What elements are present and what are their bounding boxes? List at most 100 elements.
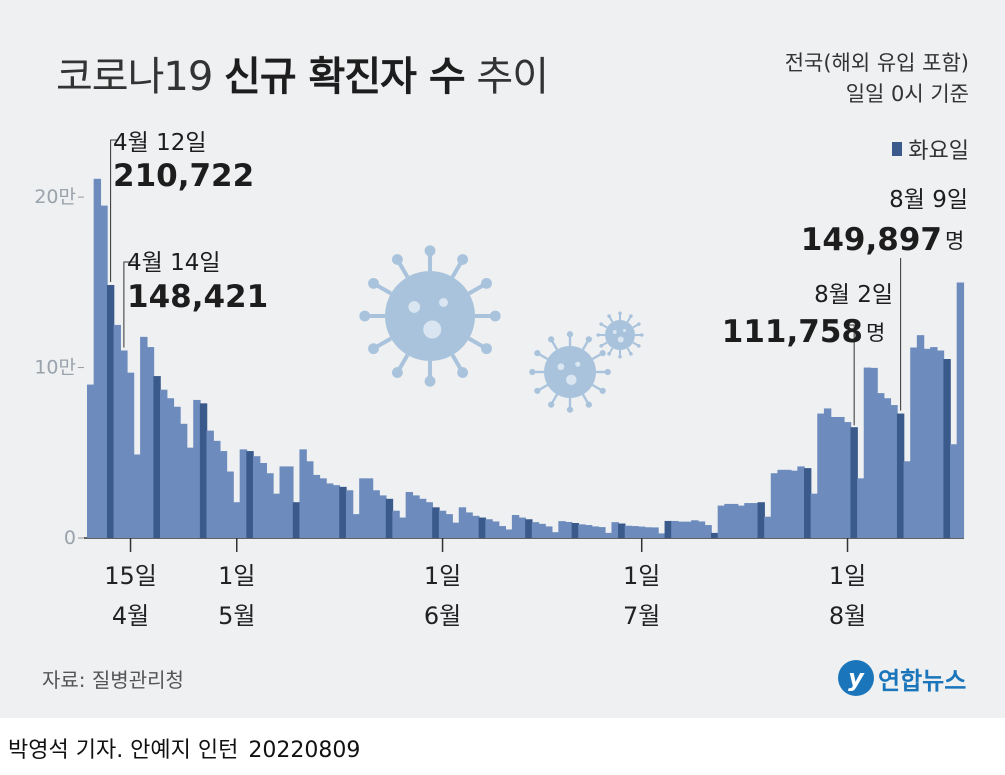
chart-bar (950, 444, 958, 538)
x-tick-month-label: 4월 (112, 602, 149, 630)
chart-bar (120, 350, 128, 538)
chart-bar (140, 336, 148, 538)
annotation-value: 111,758 (722, 314, 863, 350)
virus-icon-medium (529, 331, 611, 413)
x-tick-month-label: 7월 (623, 602, 660, 630)
chart-bar (684, 521, 692, 538)
chart-bar (764, 516, 772, 538)
chart-bar (206, 430, 214, 538)
chart-bar (319, 478, 327, 538)
chart-bar (697, 521, 706, 538)
chart-bar (591, 526, 599, 538)
chart-bar (365, 478, 374, 538)
chart-bar (153, 376, 161, 538)
annotation-value: 210,722 (113, 158, 254, 194)
chart-bar (664, 520, 672, 538)
chart-legend: 화요일 (892, 133, 969, 165)
chart-bar (166, 398, 175, 538)
annotation-unit: 명 (866, 321, 885, 345)
chart-bar (412, 495, 420, 538)
legend-label: 화요일 (908, 139, 969, 164)
chart-bar (478, 517, 487, 538)
title-prefix: 코로나19 (56, 54, 213, 100)
chart-bar (272, 493, 281, 538)
chart-bar (651, 527, 659, 538)
chart-bar (584, 525, 593, 538)
annotation-leader (110, 139, 119, 283)
chart-bar (936, 350, 945, 538)
chart-bar (326, 483, 334, 538)
chart-bar (910, 347, 918, 538)
chart-bar (857, 478, 865, 538)
chart-bar (352, 514, 360, 538)
page-title: 코로나19 신규 확진자 수 추이 (56, 44, 549, 102)
chart-bar (611, 522, 619, 538)
x-tick-month-label: 5월 (218, 602, 255, 630)
annotation-value: 149,897 (801, 222, 942, 258)
chart-bar (385, 498, 394, 538)
annotation-date: 8월 9일 (889, 187, 968, 213)
chart-bar (770, 473, 779, 538)
chart-bar (266, 473, 274, 538)
chart-bar (638, 526, 646, 538)
x-tick-day-label: 1일 (623, 562, 660, 590)
chart-bar (890, 405, 898, 538)
infographic-card (0, 0, 1005, 718)
chart-bar (618, 523, 626, 538)
chart-bar (930, 347, 938, 538)
chart-bar (823, 408, 832, 538)
logo-name: 연합뉴스 (878, 666, 967, 695)
chart-bar (511, 514, 520, 538)
chart-bar (100, 205, 108, 539)
chart-subtitle: 전국(해외 유입 포함) 일일 0시 기준 (785, 48, 969, 110)
chart-bar (810, 493, 819, 538)
chart-bar (312, 474, 321, 538)
virus-icon-small (596, 311, 644, 359)
chart-bar (790, 470, 799, 538)
x-tick-day-label: 15일 (104, 562, 157, 590)
chart-bar (711, 532, 719, 538)
x-tick-month-label: 6월 (424, 602, 461, 630)
chart-bar (332, 485, 341, 538)
chart-bar (345, 490, 354, 538)
chart-bar (624, 525, 633, 538)
chart-bar (458, 507, 467, 538)
chart-bar (485, 519, 493, 538)
title-suffix: 추이 (476, 54, 549, 100)
chart-bar (106, 285, 115, 538)
chart-bar (551, 532, 560, 538)
chart-bar (757, 502, 765, 538)
chart-bar (531, 522, 540, 538)
chart-bar (777, 469, 785, 538)
chart-bar (598, 527, 606, 538)
chart-bar (803, 468, 812, 538)
chart-bar (604, 532, 613, 538)
chart-bar (870, 367, 878, 538)
annotation-date: 8월 2일 (814, 282, 893, 308)
chart-bar (146, 347, 155, 538)
logo-mark: y (838, 660, 874, 696)
chart-bar (399, 517, 407, 538)
chart-bar (943, 359, 951, 538)
chart-bar (279, 466, 287, 538)
subtitle-line1: 전국(해외 유입 포함) (784, 51, 969, 75)
chart-bar (425, 502, 433, 538)
credit-date: 20220809 (248, 738, 361, 763)
chart-bar (292, 502, 301, 538)
chart-bar (505, 529, 513, 538)
chart-bar (817, 413, 825, 538)
chart-bar (903, 461, 911, 538)
chart-bar (87, 384, 95, 538)
chart-bar (186, 447, 194, 538)
chart-bar (916, 335, 925, 538)
annotation-leader (123, 261, 136, 348)
chart-bar (883, 398, 892, 538)
chart-bar (724, 503, 732, 538)
chart-bar (306, 461, 314, 538)
chart-bars (87, 178, 965, 539)
chart-bar (392, 510, 400, 538)
chart-bar (784, 469, 792, 538)
chart-bar (538, 523, 546, 538)
chart-bar (246, 451, 254, 538)
